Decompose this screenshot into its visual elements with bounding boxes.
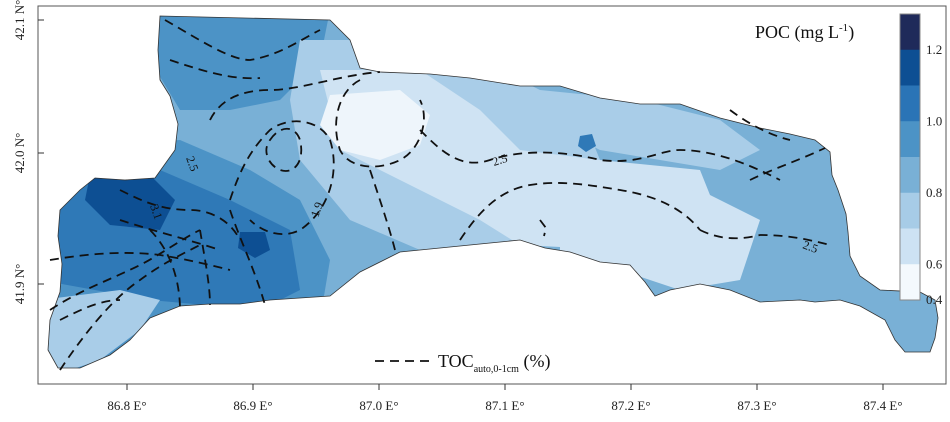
toc-contour — [229, 209, 266, 306]
toc-contour — [729, 109, 791, 141]
toc-contour — [169, 59, 261, 80]
y-tick-label: 42.1 N° — [12, 0, 27, 40]
y-tick-label: 41.9 N° — [12, 264, 27, 305]
toc-contour — [59, 299, 121, 321]
toc-contour — [164, 19, 321, 61]
contour-label-1-9: 1.9 — [308, 200, 326, 219]
colorbar-swatch — [900, 264, 920, 301]
toc-contour — [265, 127, 303, 172]
colorbar-frame — [899, 13, 921, 301]
colorbar-swatch — [900, 49, 920, 86]
toc-contour — [699, 229, 831, 246]
colorbar-tick-label: 1.0 — [926, 113, 942, 128]
x-tick-label: 87.0 E° — [359, 398, 398, 413]
toc-contour — [459, 182, 701, 241]
toc-contour — [49, 252, 231, 271]
colorbar-tick-label: 0.6 — [926, 256, 943, 271]
toc-contour — [119, 219, 221, 251]
lake-outline — [47, 15, 939, 369]
toc-contour — [749, 147, 826, 181]
colorbar-swatch — [900, 121, 920, 158]
toc-contour — [59, 244, 201, 371]
toc-contours — [49, 19, 831, 371]
contour-label-2-5-east: 2.5 — [801, 238, 820, 256]
colorbar-swatch — [900, 192, 920, 229]
colorbar-swatch — [900, 228, 920, 265]
x-tick-label: 87.4 E° — [863, 398, 902, 413]
colorbar-swatch — [900, 85, 920, 122]
toc-contour — [335, 79, 425, 168]
toc-legend: TOCauto,0-1cm (%) — [375, 351, 550, 375]
y-tick-label: 42.0 N° — [12, 133, 27, 174]
x-tick-label: 87.3 E° — [737, 398, 776, 413]
colorbar-tick-label: 0.8 — [926, 185, 942, 200]
toc-contour — [369, 169, 396, 251]
poc-legend-title: POC (mg L-1) — [755, 22, 854, 43]
contour-label-2-5-center: 2.5 — [491, 151, 510, 169]
toc-contour — [209, 71, 381, 121]
colorbar: 1.2 1.0 0.8 0.6 0.4 — [899, 13, 943, 307]
x-tick-label: 86.8 E° — [107, 398, 146, 413]
x-axis: 86.8 E° 86.9 E° 87.0 E° 87.1 E° 87.2 E° … — [107, 384, 903, 413]
x-tick-label: 87.1 E° — [485, 398, 524, 413]
colorbar-swatch — [900, 14, 920, 51]
toc-contour — [149, 229, 181, 311]
toc-contour — [199, 229, 211, 306]
toc-legend-label: TOCauto,0-1cm (%) — [438, 351, 550, 375]
contour-label-2-5-west: 2.5 — [183, 154, 201, 173]
toc-contour — [539, 219, 547, 237]
y-axis: 42.1 N° 42.0 N° 41.9 N° — [12, 0, 44, 304]
x-tick-label: 87.2 E° — [611, 398, 650, 413]
x-tick-label: 86.9 E° — [233, 398, 272, 413]
contour-label-3-1: 3.1 — [147, 202, 165, 221]
colorbar-tick-label: 0.4 — [926, 292, 943, 307]
colorbar-swatch — [900, 157, 920, 194]
toc-contour — [119, 189, 241, 241]
toc-contour — [229, 120, 335, 235]
colorbar-tick-label: 1.2 — [926, 42, 942, 57]
